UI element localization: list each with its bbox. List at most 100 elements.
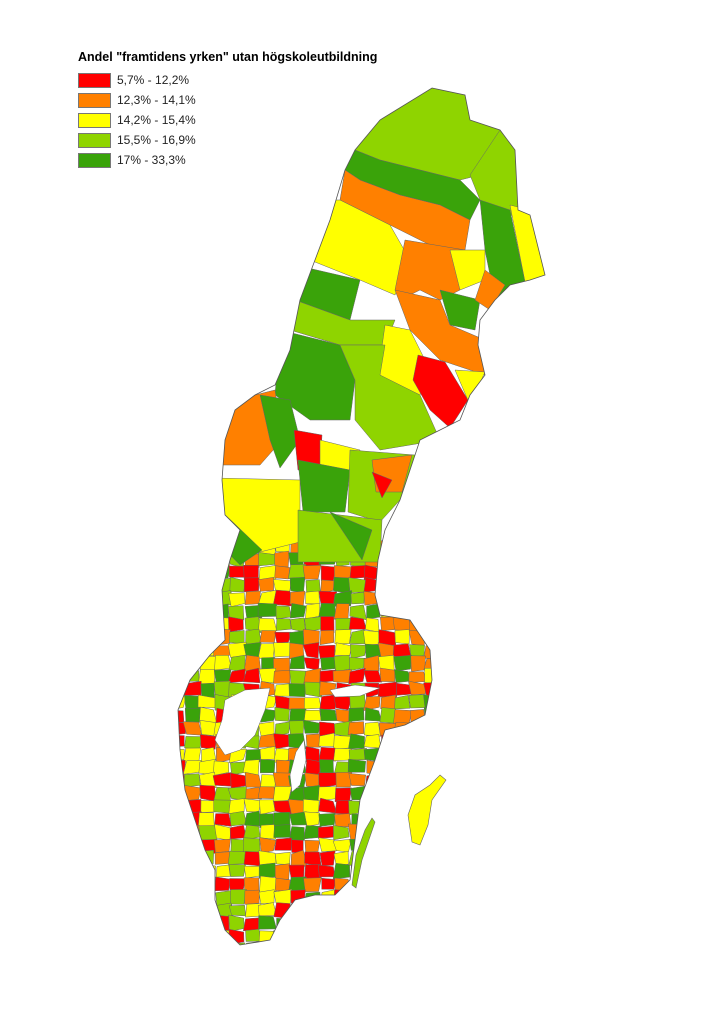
region (407, 720, 427, 734)
region (229, 748, 247, 764)
region (198, 825, 218, 841)
region (178, 669, 186, 685)
region (439, 289, 481, 331)
region (178, 603, 187, 619)
region (199, 784, 217, 802)
region (199, 563, 215, 580)
legend-label: 12,3% - 14,1% (117, 93, 196, 107)
region (178, 592, 187, 605)
region (365, 617, 380, 633)
region (184, 553, 202, 569)
region (409, 616, 426, 633)
region (178, 735, 185, 748)
region (378, 772, 397, 788)
region (243, 865, 260, 879)
region (348, 800, 368, 816)
region (182, 721, 202, 736)
region (424, 629, 441, 645)
region (377, 904, 397, 919)
region (362, 916, 381, 932)
region (274, 851, 291, 865)
region (394, 669, 412, 683)
region (394, 825, 412, 842)
region (178, 565, 184, 579)
region (185, 862, 202, 881)
region (184, 707, 202, 723)
region (257, 643, 276, 660)
region (289, 940, 305, 945)
region (199, 771, 217, 789)
legend-item: 15,5% - 16,9% (78, 130, 377, 150)
region (348, 889, 368, 906)
region (229, 576, 247, 593)
region (229, 889, 247, 905)
region (178, 721, 186, 736)
region (305, 903, 321, 917)
region (365, 798, 382, 813)
region (198, 618, 217, 634)
region (215, 590, 232, 606)
region (213, 876, 232, 892)
region (365, 929, 380, 945)
region (245, 941, 263, 945)
region (229, 878, 246, 891)
region (303, 785, 320, 802)
region (425, 564, 443, 580)
region (425, 759, 441, 776)
region (348, 941, 366, 945)
region (201, 747, 217, 763)
region (197, 628, 217, 646)
region (273, 670, 291, 684)
region (273, 902, 291, 919)
region (349, 694, 366, 710)
region (303, 657, 320, 671)
region (260, 759, 276, 774)
region (304, 697, 322, 710)
region (334, 787, 352, 803)
region (214, 538, 231, 556)
region (333, 851, 349, 867)
region (378, 940, 397, 945)
region (302, 891, 322, 906)
region (214, 838, 231, 853)
region (319, 850, 336, 867)
region (424, 667, 443, 685)
region (183, 941, 203, 945)
region (304, 839, 321, 853)
region (318, 747, 337, 762)
region (395, 941, 411, 945)
region (258, 668, 277, 684)
region (242, 667, 261, 684)
region (333, 902, 352, 919)
region (378, 824, 398, 839)
region (423, 733, 441, 750)
region (273, 642, 291, 658)
region (213, 799, 232, 814)
region (333, 761, 350, 774)
region (273, 589, 293, 607)
region (320, 942, 335, 945)
region (258, 618, 278, 632)
region (364, 889, 382, 906)
region (332, 838, 352, 853)
region (363, 747, 381, 762)
region (289, 826, 305, 841)
region (184, 890, 202, 904)
legend-swatch (78, 152, 111, 168)
region (393, 577, 411, 595)
region (183, 655, 202, 670)
region (393, 928, 409, 944)
region (276, 918, 292, 932)
region (274, 565, 291, 580)
region (407, 604, 425, 619)
region (200, 682, 215, 698)
region (273, 811, 291, 827)
region (424, 747, 441, 764)
region (244, 749, 261, 764)
region (228, 928, 245, 945)
region (335, 930, 352, 942)
region (395, 746, 410, 763)
region (178, 850, 186, 867)
region (381, 734, 396, 750)
region (228, 798, 245, 814)
